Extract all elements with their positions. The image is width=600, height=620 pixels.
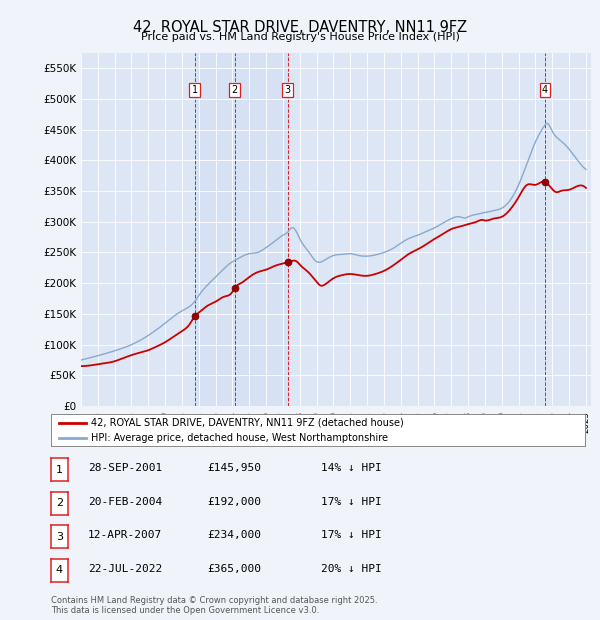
- Text: HPI: Average price, detached house, West Northamptonshire: HPI: Average price, detached house, West…: [91, 433, 388, 443]
- Text: 17% ↓ HPI: 17% ↓ HPI: [321, 497, 382, 507]
- Text: Price paid vs. HM Land Registry's House Price Index (HPI): Price paid vs. HM Land Registry's House …: [140, 32, 460, 42]
- Text: 12-APR-2007: 12-APR-2007: [88, 530, 163, 540]
- Text: 4: 4: [56, 565, 63, 575]
- Text: Contains HM Land Registry data © Crown copyright and database right 2025.
This d: Contains HM Land Registry data © Crown c…: [51, 596, 377, 615]
- Text: £234,000: £234,000: [207, 530, 261, 540]
- Text: £145,950: £145,950: [207, 463, 261, 473]
- Text: 42, ROYAL STAR DRIVE, DAVENTRY, NN11 9FZ: 42, ROYAL STAR DRIVE, DAVENTRY, NN11 9FZ: [133, 20, 467, 35]
- Text: 2: 2: [56, 498, 63, 508]
- Text: 28-SEP-2001: 28-SEP-2001: [88, 463, 163, 473]
- Text: £365,000: £365,000: [207, 564, 261, 574]
- Text: 42, ROYAL STAR DRIVE, DAVENTRY, NN11 9FZ (detached house): 42, ROYAL STAR DRIVE, DAVENTRY, NN11 9FZ…: [91, 418, 404, 428]
- Text: 4: 4: [542, 85, 548, 95]
- Text: 22-JUL-2022: 22-JUL-2022: [88, 564, 163, 574]
- Text: 3: 3: [56, 531, 63, 542]
- Text: 1: 1: [191, 85, 197, 95]
- Text: 2: 2: [232, 85, 238, 95]
- Text: 20% ↓ HPI: 20% ↓ HPI: [321, 564, 382, 574]
- Text: 3: 3: [284, 85, 291, 95]
- Bar: [194, 53, 287, 406]
- Text: 17% ↓ HPI: 17% ↓ HPI: [321, 530, 382, 540]
- Text: 20-FEB-2004: 20-FEB-2004: [88, 497, 163, 507]
- Text: £192,000: £192,000: [207, 497, 261, 507]
- Text: 1: 1: [56, 464, 63, 475]
- Text: 14% ↓ HPI: 14% ↓ HPI: [321, 463, 382, 473]
